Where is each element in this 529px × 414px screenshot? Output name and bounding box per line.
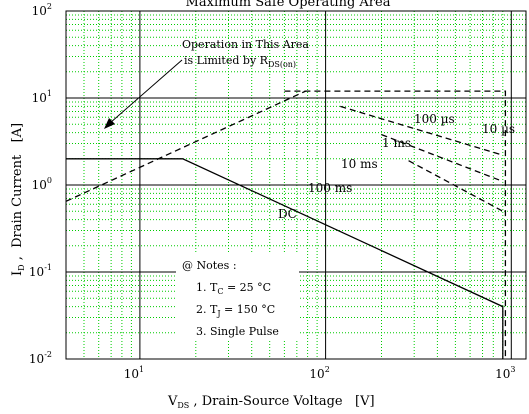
tick-labels: 101 102 103 10-2 10-1 100 101 102 <box>29 2 516 381</box>
label-10us: 10 µs <box>482 122 515 136</box>
label-dc: DC <box>278 207 297 221</box>
notes-item-3: 3. Single Pulse <box>196 325 279 338</box>
notes-background <box>176 252 299 340</box>
series-line-0 <box>66 158 504 359</box>
label-100us: 100 µs <box>414 112 455 126</box>
notes-header: @ Notes : <box>182 259 237 272</box>
plot-frame <box>65 10 527 360</box>
x-axis-label: VDS , Drain-Source Voltage [V] <box>167 394 375 410</box>
annotation-line2-main: is Limited by R <box>184 54 269 67</box>
annotation-line1: Operation in This Area <box>182 38 309 51</box>
series-line-5 <box>65 90 306 202</box>
annotation-line2-sub: DS(on) <box>268 60 296 69</box>
label-1ms: 1 ms <box>382 136 411 150</box>
series-line-4 <box>284 90 507 359</box>
annotation-arrow-head <box>104 118 115 129</box>
series-line-3 <box>340 105 503 156</box>
y-tick-label: 101 <box>32 89 52 105</box>
y-tick-label: 102 <box>32 2 52 18</box>
notes-item-1: 1. TC = 25 °C <box>196 281 271 296</box>
label-100ms: 100 ms <box>308 181 352 195</box>
y-tick-label: 10-1 <box>29 263 52 279</box>
notes-item-2: 2. TJ = 150 °C <box>196 303 275 318</box>
series-line-2 <box>381 133 504 183</box>
label-10ms: 10 ms <box>341 157 378 171</box>
chart-title: Maximum Safe Operating Area <box>186 0 391 10</box>
y-tick-label: 100 <box>32 176 52 192</box>
y-axis-label: ID , Drain Current [A] <box>10 123 26 276</box>
x-tick-label: 102 <box>309 365 329 381</box>
annotation: Operation in This Area is Limited by RDS… <box>104 38 309 129</box>
annotation-line2: is Limited by RDS(on) <box>184 54 296 69</box>
annotation-arrow-line <box>109 59 183 124</box>
notes-box: @ Notes : 1. TC = 25 °C 2. TJ = 150 °C 3… <box>176 252 299 340</box>
series-line-1 <box>408 160 504 212</box>
series-group <box>65 90 507 359</box>
y-tick-label: 10-2 <box>29 350 52 366</box>
x-tick-label: 101 <box>124 365 144 381</box>
x-tick-label: 103 <box>495 365 515 381</box>
